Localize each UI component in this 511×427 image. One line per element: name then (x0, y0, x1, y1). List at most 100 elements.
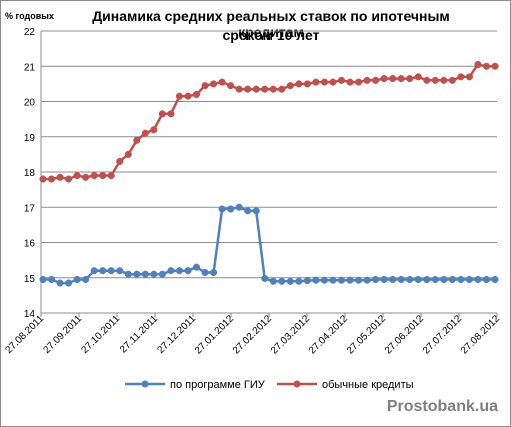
data-point (210, 80, 218, 88)
x-tick-label: 27.05.2012 (345, 313, 388, 356)
data-point (329, 276, 337, 284)
data-point (337, 276, 346, 284)
data-point (90, 267, 98, 275)
data-point (65, 175, 73, 183)
data-point (133, 270, 141, 278)
data-point (141, 270, 149, 278)
data-point (73, 171, 81, 180)
data-point (269, 277, 277, 285)
data-point (312, 276, 320, 284)
data-point (99, 171, 107, 180)
data-point (39, 275, 47, 284)
data-point (167, 267, 175, 275)
x-tick-label: 27.02.2012 (231, 313, 274, 356)
data-point (175, 267, 184, 275)
x-tick-label: 27.03.2012 (269, 313, 312, 356)
data-point (286, 277, 294, 285)
data-point (261, 274, 269, 283)
data-point (175, 92, 184, 100)
data-point (380, 275, 388, 284)
data-point (116, 157, 124, 165)
x-tick-label: 27.07.2012 (421, 313, 464, 356)
data-point (227, 82, 235, 90)
chart-title: Динамика средних реальных ставок по ипот… (92, 8, 450, 40)
data-point (457, 73, 465, 81)
data-point (389, 75, 397, 83)
x-tick-label: 27.01.2012 (193, 313, 236, 356)
y-tick-label: 18 (24, 168, 36, 179)
data-point (184, 267, 192, 275)
data-point (482, 62, 491, 70)
data-point (107, 171, 115, 180)
legend-label: по программе ГИУ (170, 379, 266, 391)
data-point (124, 150, 132, 158)
data-point (431, 275, 439, 284)
data-point (372, 275, 380, 284)
data-point (329, 78, 337, 86)
data-point (474, 275, 482, 284)
data-point (346, 276, 354, 284)
data-point (320, 276, 328, 284)
data-point (295, 277, 303, 285)
data-point (184, 92, 192, 100)
data-point (39, 175, 47, 183)
x-tick-label: 27.11.2011 (118, 313, 160, 355)
x-tick-label: 27.06.2012 (383, 313, 426, 356)
data-point (90, 171, 98, 180)
data-point (491, 62, 499, 70)
data-point (56, 173, 64, 181)
y-tick-label: 17 (24, 203, 36, 214)
data-point (278, 277, 286, 285)
x-tick-label: 27.08.2012 (459, 313, 502, 356)
y-tick-label: 22 (24, 27, 36, 38)
data-point (295, 80, 303, 88)
data-point (150, 126, 158, 134)
data-point (440, 275, 448, 284)
data-point (448, 275, 456, 284)
data-point (47, 175, 56, 183)
data-point (363, 76, 371, 84)
data-point (252, 85, 260, 93)
data-point (303, 80, 311, 88)
y-tick-label: 16 (24, 239, 36, 250)
data-point (431, 76, 439, 84)
legend-label: обычные кредиты (322, 379, 414, 391)
data-point (491, 275, 499, 284)
data-point (303, 277, 311, 285)
data-point (312, 78, 320, 86)
data-point (269, 85, 277, 93)
data-point (414, 73, 422, 81)
data-point (406, 75, 414, 83)
data-point (235, 85, 243, 93)
y-tick-label: 20 (24, 98, 36, 109)
x-tick-label: 27.04.2012 (307, 313, 350, 356)
y-tick-label: 15 (24, 274, 36, 285)
data-point (244, 207, 252, 215)
data-point (389, 275, 397, 284)
data-point (158, 110, 166, 118)
data-point (354, 78, 363, 86)
data-point (448, 76, 456, 84)
data-point (192, 263, 201, 271)
data-point (346, 78, 354, 86)
data-point (337, 76, 346, 84)
data-point (99, 267, 107, 275)
data-point (354, 276, 363, 284)
data-point (457, 275, 465, 284)
data-point (482, 275, 491, 284)
y-tick-label: 21 (24, 62, 36, 73)
y-axis-label: % годовых (5, 11, 54, 21)
x-tick-label: 27.09.2011 (41, 313, 84, 356)
data-point (201, 268, 209, 277)
data-point (465, 73, 473, 81)
data-point (116, 267, 124, 275)
data-point (65, 279, 73, 287)
data-point (372, 76, 380, 84)
data-point (192, 90, 201, 98)
data-point (218, 78, 226, 86)
data-point (278, 85, 286, 93)
data-point (397, 275, 405, 284)
data-point (133, 136, 141, 144)
